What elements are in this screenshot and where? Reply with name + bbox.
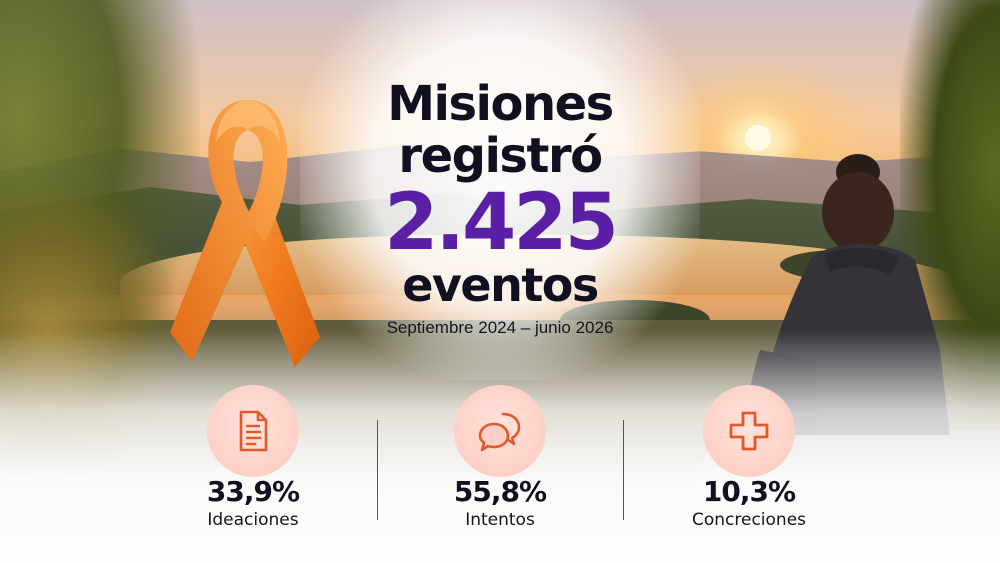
awareness-ribbon-icon — [170, 100, 320, 367]
stats-row: 33,9% Ideaciones 55,8% Intentos 10,3% Co… — [0, 385, 1000, 535]
headline-line-1: Misiones — [387, 76, 614, 132]
stat-label: Concreciones — [691, 510, 807, 530]
stat-icon-circle — [703, 385, 795, 477]
stat-concreciones: 10,3% Concreciones — [649, 385, 849, 530]
stat-ideaciones: 33,9% Ideaciones — [153, 385, 353, 530]
stat-value: 55,8% — [453, 475, 547, 508]
divider — [377, 420, 378, 520]
date-range: Septiembre 2024 – junio 2026 — [386, 318, 614, 337]
headline-number: 2.425 — [384, 178, 619, 268]
stat-intentos: 55,8% Intentos — [400, 385, 600, 530]
stat-label: Ideaciones — [207, 510, 299, 530]
headline-line-2: registró — [398, 128, 603, 184]
headline-line-3: eventos — [402, 258, 599, 312]
stat-icon-circle — [454, 385, 546, 477]
divider — [623, 420, 624, 520]
stat-value: 10,3% — [702, 475, 796, 508]
stat-value: 33,9% — [206, 475, 300, 508]
headline-block: Misiones registró 2.425 eventos Septiemb… — [300, 80, 700, 338]
stat-icon-circle — [207, 385, 299, 477]
medical-cross-icon — [729, 411, 769, 451]
chat-bubbles-icon — [478, 412, 521, 452]
document-icon — [239, 410, 268, 452]
stat-label: Intentos — [465, 510, 535, 530]
headline-backdrop — [300, 0, 700, 380]
sun — [745, 125, 771, 151]
